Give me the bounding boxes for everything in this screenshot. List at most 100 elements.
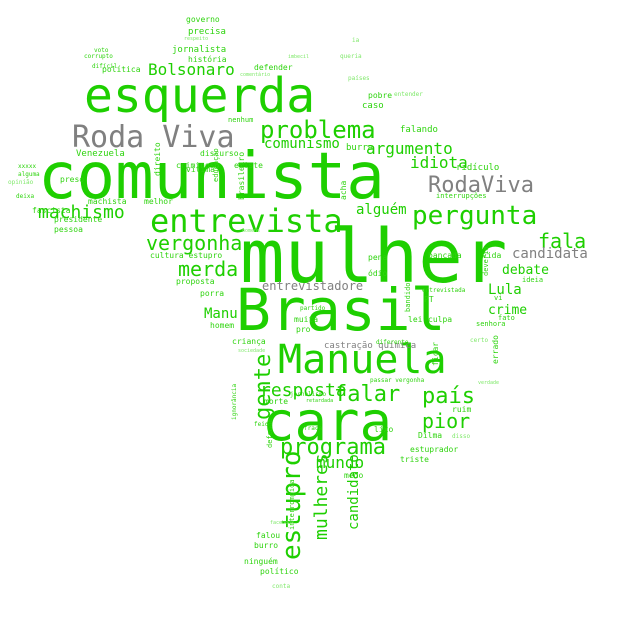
word-certo: certo (470, 337, 488, 344)
word-candidata: candidata (512, 246, 588, 262)
word-estuprador: estuprador (410, 445, 458, 454)
word-precisa: precisa (188, 27, 226, 37)
word-defender: defender (254, 63, 293, 72)
word-bancada: bancada (428, 251, 462, 260)
word-entrevistada: entrevistada (422, 287, 466, 294)
word-fato: fato (498, 314, 515, 322)
word-senhora: senhora (476, 320, 506, 328)
word-brasil: Brasil (236, 276, 446, 344)
word-facebook: facebook (270, 520, 294, 526)
word-debate: debate (502, 263, 549, 278)
word-pessoa: pessoa (54, 225, 83, 234)
word-conta: conta (272, 583, 290, 590)
word-imbecil: imbecil (288, 54, 309, 60)
word-idiota: idiota (410, 153, 468, 172)
word-dificil: difícil (92, 63, 118, 70)
word-diferente: diferente (376, 339, 409, 346)
word-cultura-estupro: cultura estupro (150, 251, 222, 260)
word-fascista: fascista (32, 206, 71, 215)
word-burro: burro (254, 541, 278, 550)
word-defende: defende (266, 418, 274, 448)
word-discurso: discurso (200, 149, 239, 158)
word-alguma: alguma (18, 171, 40, 178)
word-argumento: argumento (366, 139, 453, 158)
word-pergunta: pergunta (412, 201, 537, 231)
word-morte: morte (264, 397, 288, 406)
word-pt: PT (424, 295, 434, 304)
word-vitima: vítima (186, 165, 215, 174)
word-educacao: educação (212, 148, 220, 182)
word-criminoso: criminoso (176, 161, 220, 170)
word-bandido: bandido (404, 282, 412, 312)
word-interrupcoes: interrupções (436, 192, 487, 200)
word-deveria: deveria (482, 246, 490, 276)
word-machista: machista (88, 197, 127, 206)
word-crianca: criança (232, 337, 266, 346)
word-crime: crime (488, 303, 527, 318)
word-rodaviva: RodaViva (428, 173, 534, 198)
word-respeito: respeito (184, 36, 208, 42)
word-ficar: ficar (431, 342, 440, 366)
word-comunista: comunista (38, 140, 385, 214)
word-interrompida: interrompida (288, 479, 296, 530)
word-problema: problema (260, 116, 376, 144)
word-mundo: mundo (316, 453, 364, 472)
word-cara: cara (262, 390, 392, 453)
word-nenhum: nenhum (228, 116, 253, 124)
word-lei: lei (408, 315, 423, 324)
word-culpa: culpa (428, 315, 452, 324)
word-voto: voto (94, 47, 109, 54)
word-alguem: alguém (356, 202, 407, 218)
word-lula: Lula (488, 282, 522, 298)
word-homens: homens (242, 228, 260, 234)
word-feio: feio (254, 421, 269, 428)
word-comunismo: comunismo (264, 136, 340, 152)
word-presidente: presidente (54, 215, 102, 224)
word-entender: entender (394, 91, 423, 98)
word-entrevistadore: entrevistadore (262, 279, 363, 293)
word-verdade: verdade (478, 380, 499, 386)
word-fraca: fraca (304, 425, 322, 432)
word-deixa: deixa (16, 193, 34, 200)
word-castracao-quimica: castração química (324, 341, 416, 351)
word-errado: errado (491, 335, 500, 364)
word-mulheres: mulheres (311, 453, 332, 540)
word-dilma: Dilma (418, 431, 442, 440)
word-falou: falou (256, 531, 280, 540)
word-acha: acha (339, 181, 348, 200)
word-vergonha: vergonha (146, 231, 242, 255)
word-governo: governo (186, 15, 220, 24)
word-proposta: proposta (176, 277, 215, 286)
word-jornalista: jornalista (172, 45, 226, 55)
word-partido: partido (300, 305, 326, 312)
word-merda: merda (178, 257, 238, 281)
word-vi: vi (494, 294, 502, 302)
word-triste: triste (400, 455, 429, 464)
word-falando: falando (400, 125, 438, 135)
word-ninguem: ninguém (244, 556, 278, 566)
word-ridiculo: ridículo (456, 163, 499, 173)
word-melhor: melhor (144, 197, 173, 206)
word-roda-viva: Roda Viva (72, 120, 235, 155)
word-homem: homem (210, 321, 234, 330)
word-manu: Manu (204, 306, 238, 322)
word-ia: ia (352, 37, 360, 44)
word-resposta: resposta (260, 380, 347, 401)
word-programa: programa (280, 435, 386, 460)
word-preso: preso (60, 175, 84, 184)
word-gente: gente (251, 354, 276, 420)
word-esquerda: esquerda (84, 68, 315, 124)
word-ideia: ideia (522, 276, 543, 284)
word-falar: falar (334, 382, 400, 407)
word-caso: caso (362, 101, 384, 111)
word-pro: pro (296, 325, 311, 334)
word-politica: política (102, 65, 141, 74)
word-retardada: retardada (306, 398, 333, 404)
word-ignorancia: ignorância (231, 383, 238, 420)
word-historia: história (188, 54, 227, 64)
word-paises: países (348, 75, 370, 82)
word-pena: pena (368, 253, 387, 262)
word-brasileiro: brasileiro (237, 152, 246, 200)
word-ruim: ruim (452, 405, 471, 414)
